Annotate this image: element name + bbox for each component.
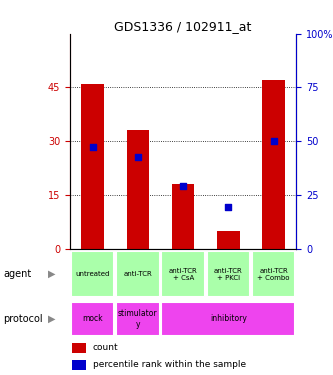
Bar bbox=[71, 251, 114, 297]
Text: ▶: ▶ bbox=[48, 314, 56, 324]
Text: anti-TCR
+ CsA: anti-TCR + CsA bbox=[169, 268, 197, 280]
Bar bbox=[262, 80, 285, 249]
Point bbox=[180, 183, 186, 189]
Point bbox=[271, 138, 276, 144]
Bar bbox=[207, 251, 250, 297]
Bar bbox=[127, 130, 149, 249]
Point bbox=[135, 154, 141, 160]
Text: anti-TCR
+ PKCi: anti-TCR + PKCi bbox=[214, 268, 243, 280]
Bar bbox=[162, 302, 295, 336]
Bar bbox=[172, 184, 194, 249]
Bar bbox=[72, 343, 86, 353]
Text: untreated: untreated bbox=[75, 271, 110, 277]
Text: anti-TCR: anti-TCR bbox=[124, 271, 152, 277]
Bar bbox=[72, 360, 86, 370]
Bar bbox=[81, 84, 104, 249]
Text: mock: mock bbox=[82, 314, 103, 323]
Text: percentile rank within the sample: percentile rank within the sample bbox=[93, 360, 246, 369]
Text: anti-TCR
+ Combo: anti-TCR + Combo bbox=[257, 268, 290, 280]
Text: protocol: protocol bbox=[3, 314, 43, 324]
Text: stimulator
y: stimulator y bbox=[118, 309, 158, 328]
Bar bbox=[116, 302, 160, 336]
Bar bbox=[162, 251, 205, 297]
Bar bbox=[252, 251, 295, 297]
Text: count: count bbox=[93, 344, 118, 352]
Bar bbox=[71, 302, 114, 336]
Bar bbox=[116, 251, 160, 297]
Text: agent: agent bbox=[3, 269, 32, 279]
Bar bbox=[217, 231, 240, 249]
Text: inhibitory: inhibitory bbox=[210, 314, 247, 323]
Point bbox=[90, 144, 95, 150]
Point bbox=[226, 204, 231, 210]
Title: GDS1336 / 102911_at: GDS1336 / 102911_at bbox=[115, 20, 252, 33]
Text: ▶: ▶ bbox=[48, 269, 56, 279]
